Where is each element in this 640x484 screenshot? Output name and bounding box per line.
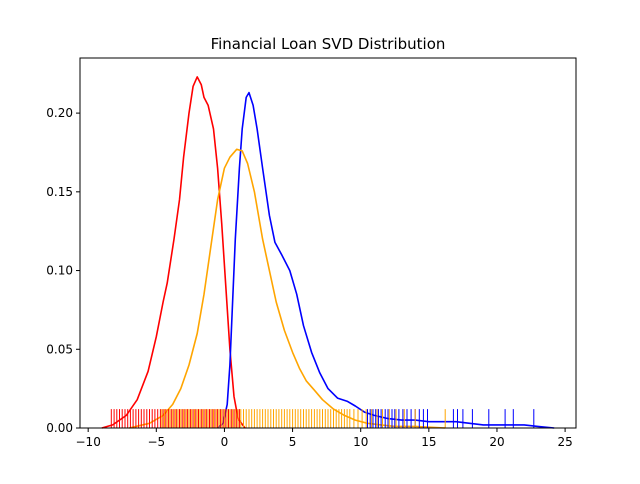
rug-layer: [110, 409, 535, 428]
rug-orange: [161, 409, 446, 428]
x-tick-label-7: 25: [557, 435, 572, 449]
y-axis: 0.00 0.05 0.10 0.15 0.20: [46, 106, 80, 435]
series-line-1: [217, 91, 555, 429]
plot-frame: [79, 57, 577, 429]
rug-blue: [367, 409, 535, 428]
x-axis: −10 −5 0 5 10 15 20 25: [76, 428, 573, 449]
chart-title: Financial Loan SVD Distribution: [211, 35, 446, 53]
series-line-0: [101, 76, 246, 429]
y-tick-label-2: 0.10: [46, 264, 73, 278]
series-line-2: [128, 148, 446, 429]
x-tick-label-4: 10: [353, 435, 368, 449]
x-tick-label-2: 0: [221, 435, 229, 449]
x-tick-label-3: 5: [289, 435, 297, 449]
y-tick-label-4: 0.20: [46, 106, 73, 120]
x-tick-label-0: −10: [76, 435, 101, 449]
x-tick-label-5: 15: [421, 435, 436, 449]
y-tick-label-0: 0.00: [46, 421, 73, 435]
x-tick-label-6: 20: [489, 435, 504, 449]
y-tick-label-1: 0.05: [46, 342, 73, 356]
series-layer: [101, 76, 555, 429]
y-tick-label-3: 0.15: [46, 185, 73, 199]
x-tick-label-1: −5: [147, 435, 165, 449]
rug-red: [110, 409, 240, 428]
